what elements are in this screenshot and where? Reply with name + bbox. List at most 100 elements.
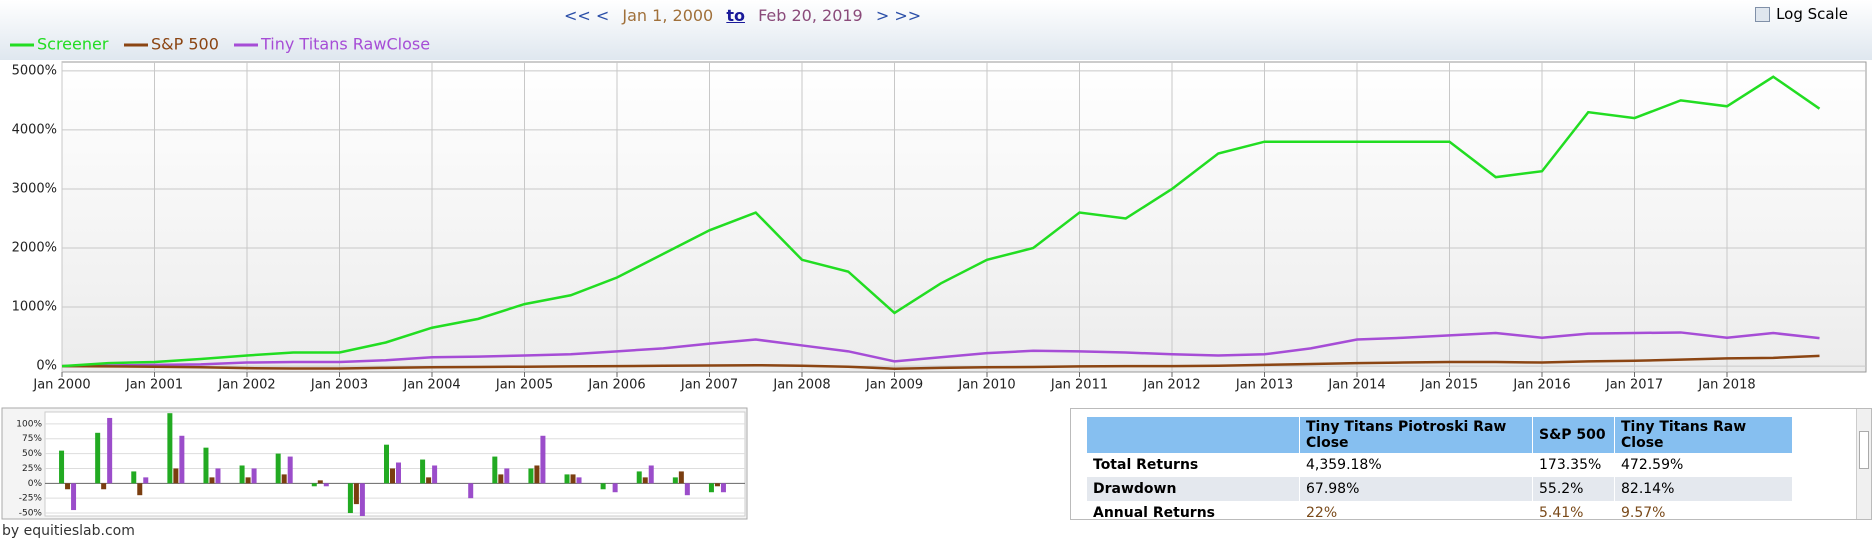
bar <box>209 477 215 484</box>
x-tick-label: Jan 2000 <box>32 378 90 393</box>
stat-value: 9.57% <box>1614 501 1793 519</box>
x-tick-label: Jan 2014 <box>1327 378 1385 393</box>
bar <box>564 474 570 484</box>
bar <box>534 465 540 484</box>
stats-row: Drawdown 67.98% 55.2% 82.14% <box>1087 477 1793 501</box>
bar <box>95 432 101 484</box>
x-tick-label: Jan 2010 <box>957 378 1015 393</box>
bar <box>137 483 143 496</box>
bar <box>600 483 606 490</box>
bar <box>708 483 714 493</box>
stat-value: 67.98% <box>1299 477 1533 501</box>
bar <box>678 471 684 484</box>
x-tick-label: Jan 2003 <box>310 378 368 393</box>
stat-value: 5.41% <box>1532 501 1615 519</box>
bar <box>714 483 720 487</box>
log-scale-checkbox[interactable] <box>1755 6 1771 22</box>
bar <box>468 483 474 499</box>
bar <box>359 483 365 516</box>
plot-area <box>61 61 1867 373</box>
stat-value: 22% <box>1299 501 1533 519</box>
end-date[interactable]: Feb 20, 2019 <box>758 6 863 25</box>
column-header: Tiny Titans Raw Close <box>1614 417 1793 453</box>
bar <box>131 471 137 484</box>
bar <box>353 483 359 505</box>
bar <box>239 465 245 484</box>
bar <box>672 477 678 484</box>
bar <box>101 483 107 490</box>
bar <box>396 462 401 484</box>
to-link[interactable]: to <box>726 6 745 25</box>
stat-value: 173.35% <box>1532 453 1615 477</box>
x-tick-label: Jan 2011 <box>1050 378 1108 393</box>
start-date[interactable]: Jan 1, 2000 <box>622 6 714 25</box>
x-tick-label: Jan 2005 <box>495 378 553 393</box>
bar <box>432 465 438 484</box>
row-label: Drawdown <box>1087 477 1300 501</box>
stat-value: 4,359.18% <box>1299 453 1533 477</box>
bar <box>143 477 149 484</box>
bar <box>317 480 323 484</box>
bar <box>311 483 317 487</box>
bar <box>203 447 209 484</box>
legend-label: Tiny Titans RawClose <box>260 35 430 54</box>
footer: by equitieslab.com <box>2 523 135 539</box>
row-label: Total Returns <box>1087 453 1300 477</box>
y-tick-label: 5000% <box>12 63 57 78</box>
date-nav: << < Jan 1, 2000 to Feb 20, 2019 > >> <box>560 6 925 25</box>
corner-cell <box>1087 417 1300 453</box>
bar <box>323 483 329 487</box>
x-tick-label: Jan 2015 <box>1420 378 1478 393</box>
bar <box>281 474 287 484</box>
stats-row: Total Returns 4,359.18% 173.35% 472.59% <box>1087 453 1793 477</box>
bar <box>275 453 281 484</box>
bar <box>65 483 71 490</box>
bar <box>287 456 293 484</box>
x-tick-label: Jan 2001 <box>125 378 183 393</box>
row-label: Annual Returns <box>1087 501 1300 519</box>
nav-forward[interactable]: > >> <box>875 6 922 25</box>
bar <box>570 474 576 484</box>
column-header: S&P 500 <box>1532 417 1615 453</box>
stats-panel: Tiny Titans Piotroski Raw Close S&P 500 Ti… <box>1070 408 1872 520</box>
bar <box>498 474 504 484</box>
bar <box>642 477 648 484</box>
bar <box>251 468 257 484</box>
bar <box>612 483 618 493</box>
bar <box>71 483 77 511</box>
bar <box>504 468 510 484</box>
bar <box>528 468 534 484</box>
stat-value: 55.2% <box>1532 477 1615 501</box>
header-row: Tiny Titans Piotroski Raw Close S&P 500 Ti… <box>1087 417 1793 453</box>
bar <box>384 444 389 484</box>
toolbar-bg <box>0 0 1872 60</box>
x-tick-label: Jan 2017 <box>1605 378 1663 393</box>
x-tick-label: Jan 2009 <box>865 378 923 393</box>
y-tick-label: 25% <box>22 464 42 474</box>
bar <box>59 450 65 484</box>
bar <box>245 477 251 484</box>
x-tick-label: Jan 2004 <box>402 378 460 393</box>
scrollbar[interactable] <box>1856 409 1871 519</box>
series-line <box>61 354 1820 371</box>
bar <box>492 456 498 484</box>
x-tick-label: Jan 2006 <box>587 378 645 393</box>
y-tick-label: -50% <box>19 509 43 519</box>
bar <box>179 435 185 484</box>
legend-label: S&P 500 <box>151 35 219 54</box>
bar <box>426 477 432 484</box>
nav-back[interactable]: << < <box>564 6 610 25</box>
bar <box>173 468 179 484</box>
stat-value: 82.14% <box>1614 477 1793 501</box>
bar <box>107 417 113 484</box>
scroll-thumb[interactable] <box>1859 431 1869 469</box>
bar <box>576 477 582 484</box>
x-tick-label: Jan 2012 <box>1142 378 1200 393</box>
stats-row: Annual Returns 22% 5.41% 9.57% <box>1087 501 1793 519</box>
log-scale[interactable]: Log Scale <box>1755 5 1848 23</box>
series-line <box>61 331 1820 368</box>
bar <box>390 468 395 484</box>
bar <box>420 459 426 484</box>
stat-value: 472.59% <box>1614 453 1793 477</box>
